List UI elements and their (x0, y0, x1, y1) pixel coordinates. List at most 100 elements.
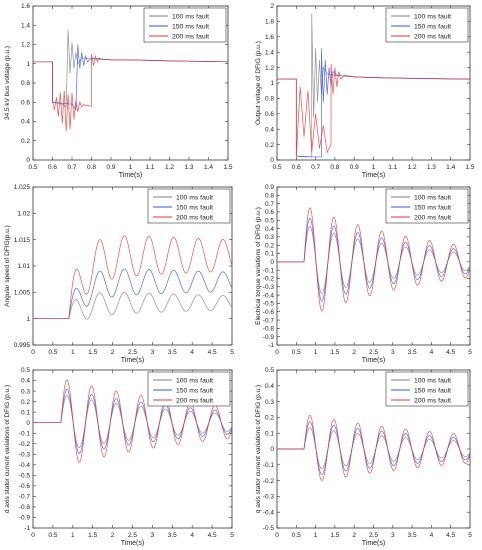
x-tick-label: 4 (430, 349, 434, 356)
legend-label: 150 ms fault (414, 204, 451, 211)
chart-panel-4: 0 0.5 1 1.5 2 2.5 3 3.5 4 4.5 5-1-0.9-0.8-0.7-0.6-… (255, 184, 472, 364)
y-tick-label: 0.6 (265, 209, 274, 216)
x-tick-label: 1 (71, 532, 75, 539)
x-tick-label: 2 (352, 349, 356, 356)
series-line-100ms (277, 427, 470, 470)
y-axis-label: Output voltage of DFIG (p.u.) (255, 41, 262, 125)
y-tick-label: 2 (270, 3, 274, 10)
y-tick-label: 0.3 (265, 234, 274, 241)
y-tick-label: 0 (270, 446, 274, 453)
legend-label: 200 ms fault (176, 397, 213, 404)
legend-label: 200 ms fault (176, 214, 213, 221)
y-tick-label: 0.6 (21, 99, 30, 106)
x-tick-label: 0 (275, 349, 279, 356)
y-tick-label: 1.4 (265, 49, 274, 56)
chart-panel-1: 0.5 0.6 0.7 0.8 0.9 1 1.1 1.2 1.3 1.4 1.5 0 0.2 0.4 0.… (4, 3, 233, 179)
x-tick-label: 2 (111, 349, 115, 356)
chart-panel-5: 0 0.5 1 1.5 2 2.5 3 3.5 4 4.5 5 -1 -0.9 -0.8 -0.7 -0.6 -… (4, 367, 234, 547)
y-tick-label: -0.6 (263, 309, 275, 316)
x-tick-label: 0.7 (311, 164, 320, 171)
x-tick-label: 1 (71, 349, 75, 356)
x-tick-label: 0.9 (106, 164, 115, 171)
y-tick-label: -0.3 (19, 451, 31, 458)
y-tick-label: 0.1 (265, 251, 274, 258)
y-tick-label: -0.7 (19, 494, 31, 501)
x-tick-label: 4.5 (208, 532, 217, 539)
y-tick-label: 0.2 (21, 138, 30, 145)
y-tick-label: 0 (270, 157, 274, 164)
x-tick-label: 0.8 (330, 164, 339, 171)
legend-label: 200 ms fault (414, 214, 451, 221)
y-tick-label: 1.2 (265, 65, 274, 72)
series-group (33, 30, 228, 132)
y-tick-label: -0.9 (19, 515, 31, 522)
y-tick-label: 0.4 (265, 126, 274, 133)
x-tick-label: 0.5 (48, 349, 57, 356)
series-line-150ms (33, 268, 232, 320)
y-tick-label: 1 (270, 80, 274, 87)
x-tick-label: 5 (230, 349, 234, 356)
y-tick-label: 0.7 (265, 201, 274, 208)
legend-label: 200 ms fault (172, 33, 209, 40)
y-tick-label: 1.2 (21, 42, 30, 49)
x-tick-label: 1.4 (204, 164, 213, 171)
y-tick-label: -0.5 (19, 473, 31, 480)
x-tick-label: 4.5 (208, 349, 217, 356)
y-tick-label: 1.02 (17, 211, 30, 218)
y-tick-label: 0.4 (21, 119, 30, 126)
series-group (33, 379, 232, 463)
y-tick-label: 1.01 (17, 263, 30, 270)
y-tick-label: 0 (26, 157, 30, 164)
y-tick-label: 0.1 (21, 409, 30, 416)
series-line-200ms (277, 414, 470, 481)
y-tick-label: 0.8 (21, 80, 30, 87)
x-tick-label: 1.5 (88, 349, 97, 356)
series-line-200ms (277, 207, 470, 312)
y-tick-label: 0.2 (265, 415, 274, 422)
x-tick-label: 1.1 (388, 164, 397, 171)
x-tick-label: 4.5 (446, 532, 455, 539)
x-tick-label: 4 (190, 349, 194, 356)
y-tick-label: 0.2 (265, 242, 274, 249)
legend-label: 200 ms fault (414, 397, 451, 404)
x-tick-label: 0.5 (28, 164, 37, 171)
y-tick-label: 0.4 (265, 226, 274, 233)
x-tick-label: 1 (314, 532, 318, 539)
x-tick-label: 2.5 (369, 349, 378, 356)
x-tick-label: 2.5 (128, 532, 137, 539)
legend: 100 ms fault 150 ms fault 200 ms fault (147, 371, 231, 407)
y-tick-label: -0.2 (263, 276, 275, 283)
x-tick-label: 4 (190, 532, 194, 539)
x-tick-label: 1.5 (88, 532, 97, 539)
series-line-150ms (33, 44, 228, 112)
y-tick-label: 0.1 (265, 430, 274, 437)
x-tick-label: 0.6 (48, 164, 57, 171)
x-axis-label: Time(s) (121, 540, 144, 547)
series-line-150ms (277, 48, 470, 158)
y-tick-label: 0 (26, 420, 30, 427)
legend: 100 ms fault 150 ms fault 200 ms fault (385, 371, 469, 407)
x-axis-label: Time(s) (362, 357, 385, 364)
x-tick-label: 1 (129, 164, 133, 171)
y-tick-label: -0.7 (263, 317, 275, 324)
x-tick-label: 1.5 (465, 164, 474, 171)
x-tick-label: 0.5 (48, 532, 57, 539)
x-tick-label: 1.5 (330, 532, 339, 539)
y-tick-label: -1 (268, 342, 274, 349)
x-tick-label: 3 (151, 532, 155, 539)
y-tick-label: -0.3 (263, 494, 275, 501)
x-tick-label: 3 (391, 349, 395, 356)
x-tick-label: 0 (275, 532, 279, 539)
x-tick-label: 0.5 (292, 532, 301, 539)
series-line-150ms (33, 388, 232, 454)
y-tick-label: 1.4 (21, 22, 30, 29)
x-tick-label: 0 (31, 532, 35, 539)
legend: 100 ms fault 150 ms fault 200 ms fault (385, 7, 469, 43)
x-tick-label: 5 (468, 349, 472, 356)
y-axis-label: d axis stator current variations of DFIG… (4, 385, 11, 513)
legend-label: 100 ms fault (172, 13, 209, 20)
x-tick-label: 2.5 (369, 532, 378, 539)
y-tick-label: 1.6 (21, 3, 30, 10)
legend: 100 ms fault 150 ms fault 200 ms fault (143, 7, 227, 43)
x-axis-label: Time(s) (362, 172, 385, 179)
